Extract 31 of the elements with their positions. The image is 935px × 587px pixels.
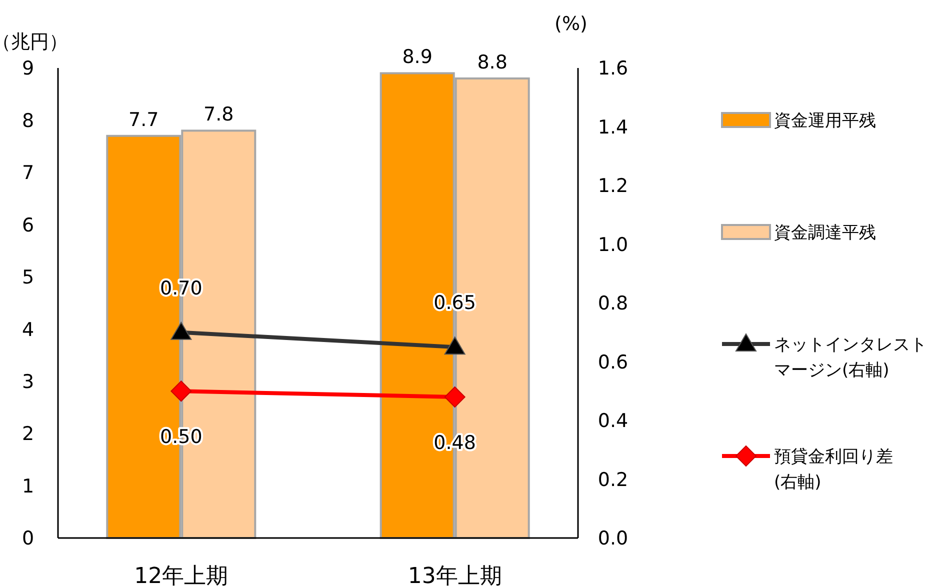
- y-tick-label: 7: [22, 162, 34, 184]
- y-tick-label: 3: [22, 370, 34, 393]
- x-tick-label: 13年上期: [408, 564, 502, 587]
- y-tick-label: 2: [22, 423, 34, 446]
- data-label: 8.8: [477, 51, 508, 74]
- y-tick-label: 5: [22, 266, 34, 289]
- y2-tick-label: 0.8: [598, 292, 628, 315]
- y2-axis-title: (%): [554, 13, 588, 35]
- y-tick-label: 1: [22, 475, 34, 498]
- y2-tick-label: 1.6: [598, 58, 628, 80]
- legend-label: ネットインタレストマージン(右軸): [774, 334, 927, 380]
- y-tick-label: 9: [22, 58, 34, 80]
- y-tick-label: 8: [22, 110, 34, 132]
- legend-label: 預貸金利回り差(右軸): [774, 446, 893, 492]
- legend-label: 資金運用平残: [774, 110, 876, 131]
- y2-tick-label: 0.0: [598, 528, 628, 550]
- legend-label: 資金調達平残: [774, 222, 876, 243]
- y2-tick-label: 1.4: [598, 116, 628, 138]
- y-tick-label: 4: [22, 318, 34, 341]
- y2-tick-label: 0.6: [598, 351, 628, 374]
- y2-tick-label: 0.4: [598, 410, 628, 432]
- y2-tick-label: 0.2: [598, 468, 628, 491]
- y2-tick-label: 1.0: [598, 234, 628, 256]
- y2-tick-label: 1.2: [598, 175, 628, 198]
- data-label: 8.9: [402, 46, 432, 68]
- data-label: 7.7: [128, 108, 159, 131]
- y-tick-label: 0: [22, 528, 34, 550]
- y-tick-label: 6: [22, 214, 34, 236]
- x-tick-label: 12年上期: [134, 564, 228, 587]
- data-label: 7.8: [204, 104, 234, 126]
- y-axis-title: （兆円）: [0, 31, 68, 53]
